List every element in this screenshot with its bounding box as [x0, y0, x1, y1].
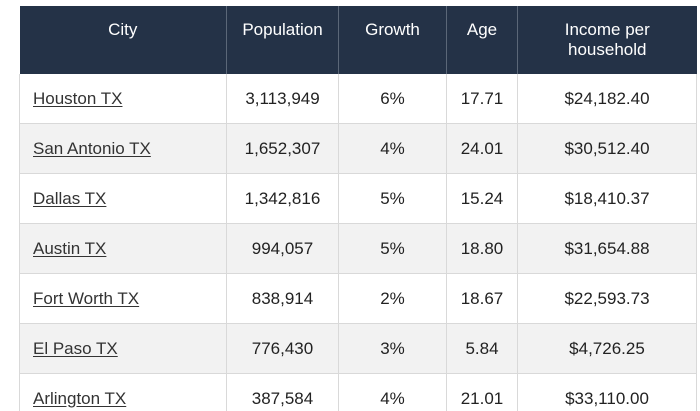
cell-city: Houston TX: [19, 74, 227, 124]
cell-population: 3,113,949: [226, 74, 339, 124]
cell-growth: 2%: [338, 273, 447, 324]
city-link[interactable]: Austin TX: [33, 238, 107, 258]
column-header-growth: Growth: [338, 6, 447, 74]
cell-growth: 6%: [338, 74, 447, 124]
column-header-label: Population: [242, 20, 323, 39]
cell-city: Fort Worth TX: [19, 273, 227, 324]
cell-growth: 5%: [338, 173, 447, 224]
column-header-label: City: [108, 20, 138, 39]
city-link[interactable]: San Antonio TX: [33, 138, 151, 158]
cell-population: 994,057: [226, 223, 339, 274]
cell-age: 15.24: [446, 173, 518, 224]
table-row: Fort Worth TX 838,914 2% 18.67 $22,593.73: [19, 273, 697, 324]
cell-city: Arlington TX: [19, 373, 227, 411]
cell-income: $24,182.40: [517, 74, 697, 124]
table-header: City Population Growth Age Income per ho…: [19, 6, 697, 74]
cell-income: $18,410.37: [517, 173, 697, 224]
cell-growth: 5%: [338, 223, 447, 274]
column-header-population: Population: [226, 6, 339, 74]
cell-growth: 4%: [338, 123, 447, 174]
table-row: El Paso TX 776,430 3% 5.84 $4,726.25: [19, 323, 697, 374]
cell-city: Austin TX: [19, 223, 227, 274]
city-link[interactable]: Fort Worth TX: [33, 288, 140, 308]
cell-growth: 4%: [338, 373, 447, 411]
column-header-age: Age: [446, 6, 518, 74]
cell-city: El Paso TX: [19, 323, 227, 374]
cell-population: 776,430: [226, 323, 339, 374]
cell-age: 21.01: [446, 373, 518, 411]
cell-growth: 3%: [338, 323, 447, 374]
cell-city: San Antonio TX: [19, 123, 227, 174]
column-header-label: Income per household: [564, 20, 650, 59]
city-link[interactable]: El Paso TX: [33, 338, 118, 358]
table-row: San Antonio TX 1,652,307 4% 24.01 $30,512.40: [19, 123, 697, 174]
cell-age: 18.67: [446, 273, 518, 324]
cell-city: Dallas TX: [19, 173, 227, 224]
cell-age: 17.71: [446, 74, 518, 124]
cell-income: $31,654.88: [517, 223, 697, 274]
city-link[interactable]: Arlington TX: [33, 388, 127, 408]
column-header-income: Income per household: [517, 6, 697, 74]
city-link[interactable]: Houston TX: [33, 88, 123, 108]
header-row: City Population Growth Age Income per ho…: [19, 6, 697, 74]
city-link[interactable]: Dallas TX: [33, 188, 107, 208]
cell-income: $4,726.25: [517, 323, 697, 374]
table-row: Dallas TX 1,342,816 5% 15.24 $18,410.37: [19, 173, 697, 224]
table-row: Houston TX 3,113,949 6% 17.71 $24,182.40: [19, 74, 697, 124]
cell-income: $22,593.73: [517, 273, 697, 324]
column-header-label: Age: [466, 20, 498, 39]
cell-income: $33,110.00: [517, 373, 697, 411]
table-row: Austin TX 994,057 5% 18.80 $31,654.88: [19, 223, 697, 274]
column-header-label: Growth: [365, 20, 420, 39]
cell-population: 1,342,816: [226, 173, 339, 224]
column-header-city: City: [19, 6, 227, 74]
cell-income: $30,512.40: [517, 123, 697, 174]
cell-age: 24.01: [446, 123, 518, 174]
table-row: Arlington TX 387,584 4% 21.01 $33,110.00: [19, 373, 697, 411]
city-data-table: City Population Growth Age Income per ho…: [19, 6, 697, 411]
cell-population: 838,914: [226, 273, 339, 324]
cell-age: 5.84: [446, 323, 518, 374]
cell-population: 387,584: [226, 373, 339, 411]
cell-population: 1,652,307: [226, 123, 339, 174]
table-body: Houston TX 3,113,949 6% 17.71 $24,182.40 San …: [19, 74, 697, 411]
cell-age: 18.80: [446, 223, 518, 274]
